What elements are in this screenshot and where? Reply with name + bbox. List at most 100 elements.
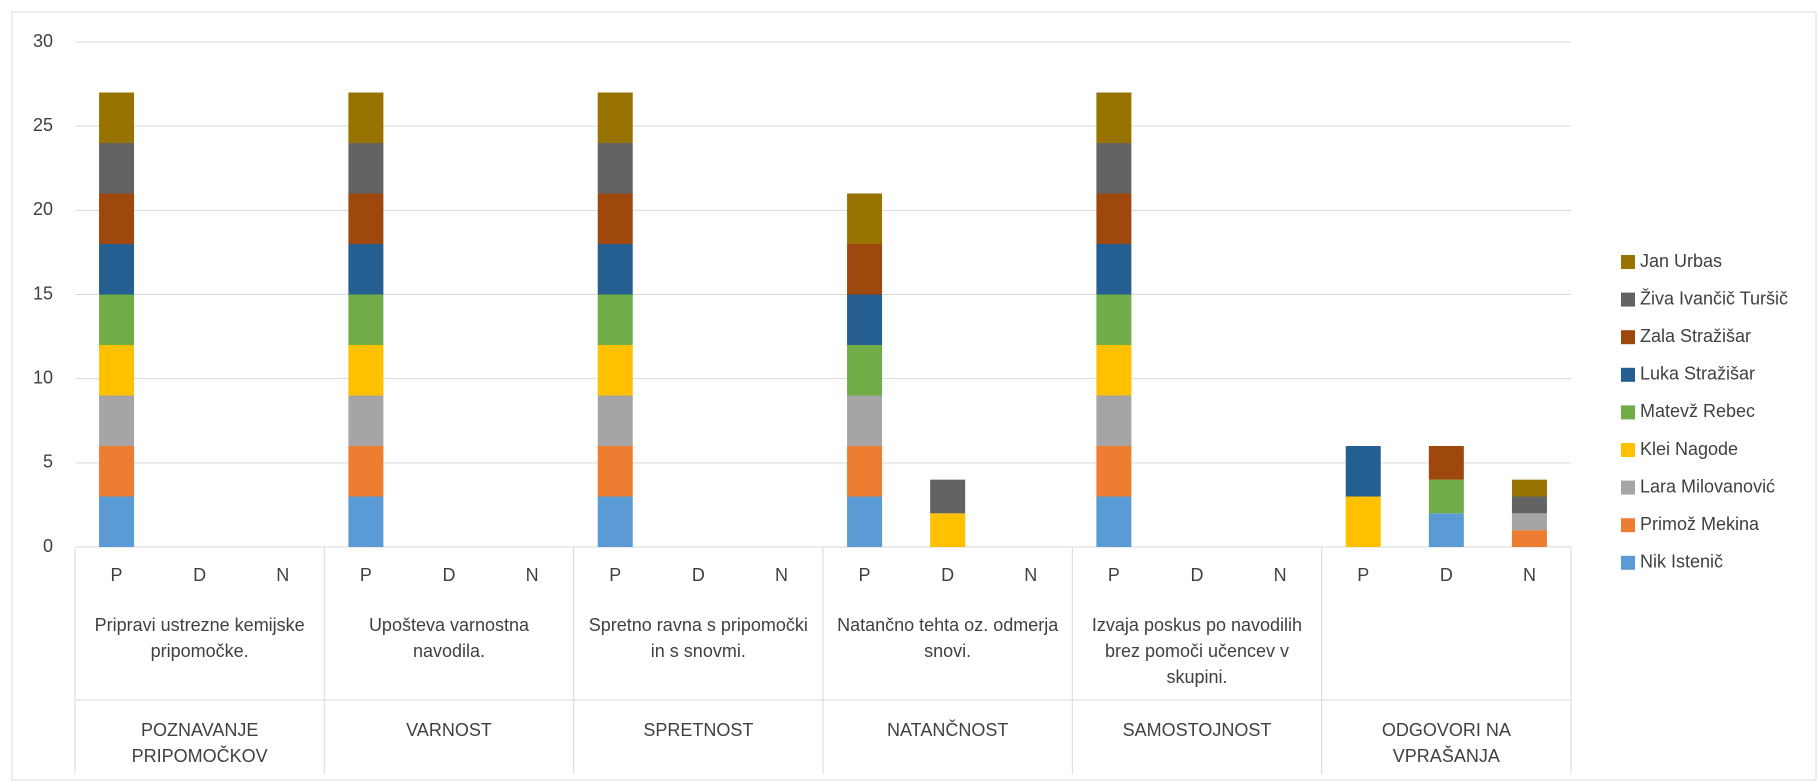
- group-sublabel: Izvaja poskus po navodilih brez pomoči u…: [1091, 615, 1303, 687]
- bar-segment: [99, 446, 135, 497]
- bar-segment: [597, 496, 633, 547]
- bar-segment: [348, 92, 384, 143]
- bar-segment: [1511, 479, 1547, 497]
- x-tick-label: N: [775, 565, 788, 585]
- bar-segment: [99, 143, 135, 194]
- bar-segment: [1428, 479, 1464, 514]
- bar-segment: [1428, 446, 1464, 480]
- bar-segment: [1345, 496, 1381, 547]
- bar-segment: [597, 345, 633, 396]
- group-label: SPRETNOST: [643, 720, 754, 740]
- bar-segment: [847, 496, 883, 547]
- x-tick-label: P: [360, 565, 372, 585]
- bar-segment: [1428, 513, 1464, 547]
- bar-segment: [348, 395, 384, 446]
- legend-swatch: [1621, 518, 1635, 533]
- x-tick-label: D: [1440, 565, 1453, 585]
- x-tick-label: P: [111, 565, 123, 585]
- group-sublabel: Spretno ravna s pripomočki in s snovmi.: [588, 615, 808, 661]
- group-sublabel: Pripravi ustrezne kemijske pripomočke.: [94, 615, 305, 661]
- x-tick-label: P: [1357, 565, 1369, 585]
- bar-segment: [1096, 244, 1132, 295]
- bar-segment: [99, 395, 135, 446]
- y-tick-label: 15: [33, 283, 53, 303]
- bar-segment: [99, 92, 135, 143]
- legend-label: Klei Nagode: [1640, 439, 1738, 459]
- x-tick-label: N: [1274, 565, 1287, 585]
- legend-label: Nik Istenič: [1640, 552, 1723, 572]
- x-tick-label: N: [276, 565, 289, 585]
- x-tick-label: D: [1191, 565, 1204, 585]
- group-label: VARNOST: [406, 720, 492, 740]
- legend-label: Zala Stražišar: [1640, 326, 1751, 346]
- chart-border: [11, 11, 1817, 781]
- bar-segment: [930, 513, 966, 547]
- bar-segment: [930, 479, 966, 514]
- group-sublabel: Upošteva varnostna navodila.: [368, 615, 530, 661]
- legend-label: Živa Ivančič Turšič: [1640, 288, 1788, 308]
- bar-segment: [1345, 446, 1381, 497]
- legend-label: Matevž Rebec: [1640, 401, 1755, 421]
- y-tick-label: 25: [33, 115, 53, 135]
- x-tick-label: P: [1108, 565, 1120, 585]
- group-label: POZNAVANJE PRIPOMOČKOV: [131, 720, 268, 766]
- bar-segment: [597, 244, 633, 295]
- bar-segment: [1511, 530, 1547, 547]
- y-tick-label: 10: [33, 367, 53, 387]
- legend-label: Luka Stražišar: [1640, 364, 1755, 384]
- bar-segment: [847, 446, 883, 497]
- bar-segment: [99, 193, 135, 244]
- y-tick-label: 30: [33, 31, 53, 51]
- y-tick-label: 5: [43, 452, 53, 472]
- bar-segment: [99, 244, 135, 295]
- group-label: SAMOSTOJNOST: [1122, 720, 1272, 740]
- bar-segment: [847, 193, 883, 244]
- bar-segment: [348, 446, 384, 497]
- bar-segment: [597, 143, 633, 194]
- bar-segment: [597, 446, 633, 497]
- legend-swatch: [1621, 367, 1635, 382]
- bar-segment: [1096, 92, 1132, 143]
- bar-segment: [348, 345, 384, 396]
- bar-segment: [1096, 193, 1132, 244]
- x-tick-label: D: [193, 565, 206, 585]
- x-tick-label: P: [609, 565, 621, 585]
- bar-segment: [1511, 496, 1547, 514]
- bar-segment: [847, 294, 883, 345]
- bar-segment: [597, 294, 633, 345]
- bar-segment: [1096, 496, 1132, 547]
- bar-segment: [847, 345, 883, 396]
- bar-segment: [597, 395, 633, 446]
- group-sublabel: Natančno tehta oz. odmerja snovi.: [837, 615, 1059, 661]
- x-tick-label: N: [1024, 565, 1037, 585]
- legend-label: Primož Mekina: [1640, 514, 1760, 534]
- bar-segment: [348, 143, 384, 194]
- bar-segment: [348, 244, 384, 295]
- x-tick-label: D: [692, 565, 705, 585]
- bar-segment: [99, 496, 135, 547]
- bar-segment: [99, 294, 135, 345]
- bar-segment: [99, 345, 135, 396]
- legend-swatch: [1621, 330, 1635, 345]
- bar-segment: [597, 193, 633, 244]
- bar-segment: [1096, 446, 1132, 497]
- bar-segment: [1096, 345, 1132, 396]
- bar-segment: [597, 92, 633, 143]
- y-tick-label: 20: [33, 199, 53, 219]
- bar-segment: [847, 395, 883, 446]
- bar-segment: [1096, 294, 1132, 345]
- y-tick-label: 0: [43, 536, 53, 556]
- x-tick-label: P: [859, 565, 871, 585]
- group-label: ODGOVORI NA VPRAŠANJA: [1381, 720, 1511, 766]
- x-tick-label: N: [526, 565, 539, 585]
- legend-swatch: [1621, 405, 1635, 420]
- legend-swatch: [1621, 555, 1635, 570]
- bar-segment: [847, 244, 883, 295]
- legend-swatch: [1621, 480, 1635, 495]
- legend-swatch: [1621, 292, 1635, 307]
- bar-segment: [348, 193, 384, 244]
- group-label: NATANČNOST: [886, 720, 1009, 740]
- bar-segment: [1096, 143, 1132, 194]
- legend-swatch: [1621, 443, 1635, 457]
